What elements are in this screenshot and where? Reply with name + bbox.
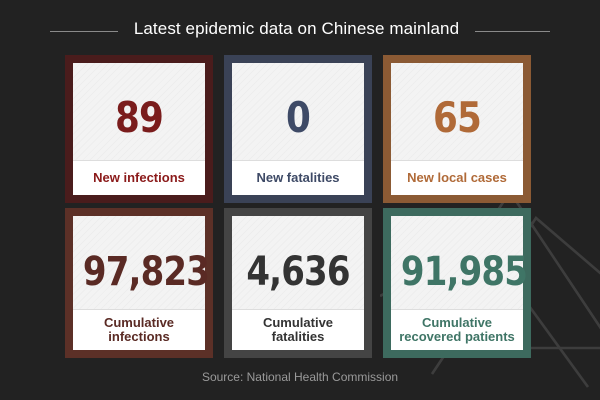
- cumulative-fatalities-label: Cumulative fatalities: [232, 309, 364, 350]
- new-local-cases-value: 65: [433, 93, 482, 142]
- cumulative-recovered-value: 91,985: [400, 249, 528, 295]
- page-title: Latest epidemic data on Chinese mainland: [133, 19, 460, 38]
- card-new-infections: 89 New infections: [65, 55, 213, 203]
- header-divider-left: [50, 31, 118, 32]
- header-divider-right: [475, 31, 550, 32]
- label-line: Cumulative: [103, 315, 175, 330]
- new-infections-label: New infections: [73, 160, 205, 195]
- label-line: recovered patients: [399, 329, 515, 344]
- card-panel: 0 New fatalities: [232, 63, 364, 195]
- new-fatalities-value: 0: [285, 93, 311, 142]
- card-panel: 89 New infections: [73, 63, 205, 195]
- card-new-fatalities: 0 New fatalities: [224, 55, 372, 203]
- card-panel: 4,636 Cumulative fatalities: [232, 216, 364, 350]
- cumulative-recovered-label: Cumulative recovered patients: [391, 309, 523, 350]
- card-panel: 65 New local cases: [391, 63, 523, 195]
- new-local-cases-label: New local cases: [391, 160, 523, 195]
- card-panel: 91,985 Cumulative recovered patients: [391, 216, 528, 350]
- cumulative-fatalities-value: 4,636: [246, 249, 350, 295]
- card-cumulative-fatalities: 4,636 Cumulative fatalities: [224, 208, 372, 358]
- header: Latest epidemic data on Chinese mainland: [0, 14, 600, 44]
- label-line: fatalities: [271, 329, 325, 344]
- new-fatalities-label: New fatalities: [232, 160, 364, 195]
- card-new-local-cases: 65 New local cases: [383, 55, 531, 203]
- source-credit: Source: National Health Commission: [201, 370, 399, 384]
- card-cumulative-infections: 97,823 Cumulative infections: [65, 208, 213, 358]
- card-panel: 97,823 Cumulative infections: [73, 216, 210, 350]
- label-line: infections: [108, 329, 170, 344]
- cumulative-infections-label: Cumulative infections: [73, 309, 205, 350]
- new-infections-value: 89: [115, 93, 164, 142]
- card-cumulative-recovered: 91,985 Cumulative recovered patients: [383, 208, 531, 358]
- cumulative-infections-value: 97,823: [82, 249, 210, 295]
- label-line: Cumulative: [262, 315, 334, 330]
- label-line: Cumulative: [421, 315, 493, 330]
